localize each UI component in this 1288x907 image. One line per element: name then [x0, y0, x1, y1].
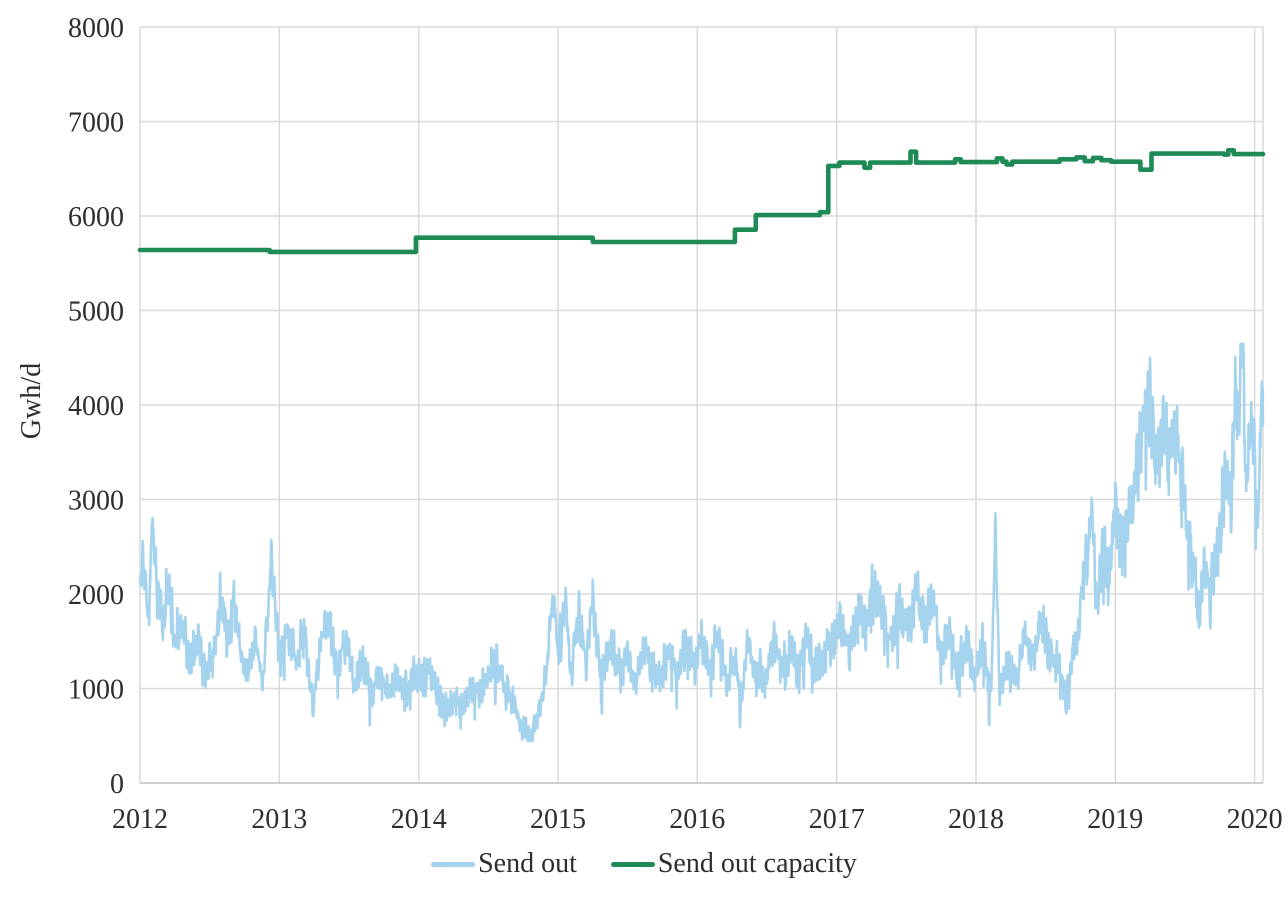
y-tick-label: 0 [110, 769, 124, 800]
y-tick-label: 4000 [68, 391, 124, 422]
y-tick-label: 6000 [68, 202, 124, 233]
x-tick-label: 2013 [251, 804, 307, 835]
x-tick-label: 2016 [669, 804, 725, 835]
legend-item-send-out-capacity: Send out capacity [610, 848, 857, 879]
legend-label-send-out-capacity: Send out capacity [657, 848, 857, 879]
y-tick-label: 8000 [68, 13, 124, 44]
series-layer [137, 148, 1266, 743]
y-tick-label: 7000 [68, 108, 124, 139]
x-tick-label: 2017 [809, 804, 865, 835]
x-tick-label: 2018 [948, 804, 1004, 835]
y-tick-label: 2000 [68, 580, 124, 611]
legend-label-send-out: Send out [478, 848, 577, 879]
legend-swatch-send-out-icon [431, 861, 476, 867]
legend: Send out Send out capacity [0, 850, 1288, 878]
x-tick-label: 2020 [1227, 804, 1283, 835]
axis-label-layer: 0 1000 2000 3000 4000 5000 6000 7000 8000 2012 201… [68, 13, 1283, 835]
legend-item-send-out: Send out [431, 850, 577, 878]
send-out-capacity-line [137, 148, 1266, 255]
y-tick-label: 3000 [68, 486, 124, 517]
legend-swatch-send-out-capacity-icon [610, 861, 655, 867]
x-tick-label: 2015 [530, 804, 586, 835]
x-tick-label: 2019 [1087, 804, 1143, 835]
y-tick-label: 1000 [68, 675, 124, 706]
plot-area: 0 1000 2000 3000 4000 5000 6000 7000 8000 2012 201… [16, 13, 1283, 835]
x-tick-label: 2014 [391, 804, 447, 835]
x-tick-label: 2012 [112, 804, 168, 835]
y-axis-title: Gwh/d [16, 363, 47, 439]
send-out-line [138, 342, 1265, 743]
y-tick-label: 5000 [68, 297, 124, 328]
